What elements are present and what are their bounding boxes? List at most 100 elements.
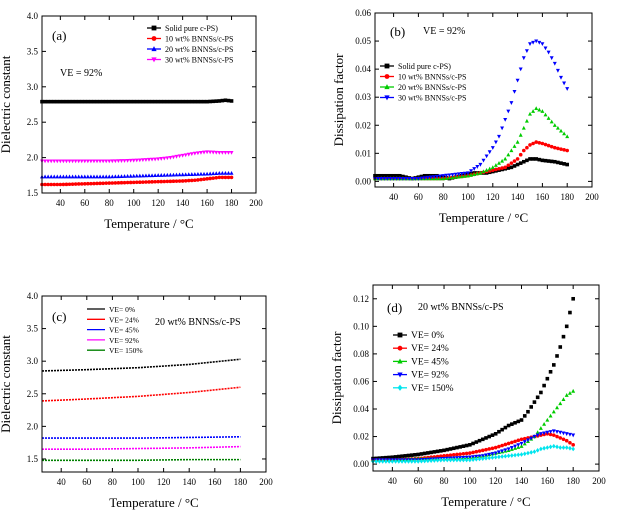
data-point <box>73 99 78 104</box>
data-point <box>480 437 485 442</box>
data-point <box>205 150 210 155</box>
data-point <box>122 174 127 178</box>
chart-annotation: 20 wt% BNNSs/c-PS <box>418 302 504 313</box>
data-point <box>198 151 203 155</box>
data-point <box>398 173 402 178</box>
legend-label: VE= 92% <box>411 371 449 381</box>
data-point <box>477 454 482 459</box>
data-point <box>104 159 109 164</box>
x-tick-label: 200 <box>592 476 606 486</box>
data-point <box>147 173 151 178</box>
data-point <box>186 99 191 104</box>
data-point <box>388 176 393 181</box>
data-point <box>147 99 151 104</box>
data-point <box>387 455 391 460</box>
data-point <box>552 61 557 66</box>
data-point <box>202 150 207 155</box>
data-point <box>76 182 81 186</box>
data-point <box>73 159 78 164</box>
data-point <box>382 176 387 181</box>
data-point <box>217 151 222 155</box>
data-point <box>147 157 151 162</box>
data-point <box>506 152 511 157</box>
data-point <box>83 181 87 186</box>
data-point <box>537 107 542 112</box>
panel-label: (a) <box>52 28 66 43</box>
data-point <box>92 99 96 104</box>
x-tick-label: 160 <box>541 476 555 486</box>
data-point <box>532 400 537 404</box>
data-point <box>513 439 517 444</box>
data-point <box>159 157 164 161</box>
x-tick-label: 100 <box>131 477 145 487</box>
data-point <box>70 182 75 186</box>
data-point <box>562 148 566 152</box>
data-point <box>110 181 115 185</box>
data-point <box>500 443 504 448</box>
data-point <box>487 150 492 155</box>
data-point <box>559 128 563 133</box>
data-point <box>214 171 219 175</box>
data-point <box>469 172 474 177</box>
data-point <box>534 106 539 111</box>
data-point <box>180 99 185 104</box>
data-point <box>525 438 530 443</box>
data-point <box>506 423 511 428</box>
data-point <box>459 174 464 179</box>
data-point <box>67 159 72 164</box>
data-point <box>43 99 47 104</box>
data-point <box>532 449 537 455</box>
plot-frame <box>41 15 257 194</box>
data-point <box>561 397 566 401</box>
data-point <box>438 174 443 179</box>
data-point <box>532 434 537 439</box>
data-point <box>548 432 553 437</box>
data-point <box>503 425 508 430</box>
data-point <box>534 140 538 144</box>
data-point <box>546 159 551 163</box>
chart-panel-a: 40 60 80 100 120 140 160 180 200 1.5 2.0 2.5 3.0 3.5 4… <box>0 11 263 231</box>
data-point <box>531 157 535 161</box>
data-point <box>497 429 501 434</box>
data-point <box>567 390 572 395</box>
data-point <box>549 119 554 124</box>
data-point <box>384 455 388 460</box>
data-point <box>79 182 84 186</box>
data-point <box>555 68 560 73</box>
data-point <box>397 176 402 181</box>
data-point <box>493 140 498 145</box>
data-point <box>95 159 100 164</box>
y-tick-label: 3.0 <box>27 356 39 366</box>
data-point <box>545 417 550 422</box>
y-tick-label: 0.06 <box>353 376 369 386</box>
data-point <box>208 176 212 181</box>
data-point <box>131 180 136 185</box>
plot-frame <box>374 12 593 188</box>
data-point <box>131 173 136 178</box>
data-point <box>183 172 188 177</box>
legend-label: VE= 150% <box>109 346 143 355</box>
legend-label: Solid pure c-PS) <box>165 24 218 33</box>
data-point <box>522 414 527 418</box>
data-point <box>448 453 453 457</box>
data-point <box>535 395 540 400</box>
x-tick-label: 180 <box>566 476 580 486</box>
data-point <box>450 173 455 177</box>
data-point <box>477 449 482 453</box>
series-line <box>42 445 241 450</box>
data-point <box>512 89 517 94</box>
data-point <box>134 158 139 163</box>
data-point <box>510 440 514 445</box>
data-point <box>522 451 527 457</box>
data-point <box>475 165 480 169</box>
data-point <box>529 450 533 455</box>
data-point <box>144 180 148 184</box>
data-point <box>445 453 450 458</box>
data-point <box>471 441 475 446</box>
data-point <box>548 370 553 374</box>
data-point <box>428 175 433 180</box>
data-point <box>551 409 556 414</box>
data-point <box>125 99 130 104</box>
data-point <box>442 454 446 458</box>
data-point <box>168 172 173 177</box>
